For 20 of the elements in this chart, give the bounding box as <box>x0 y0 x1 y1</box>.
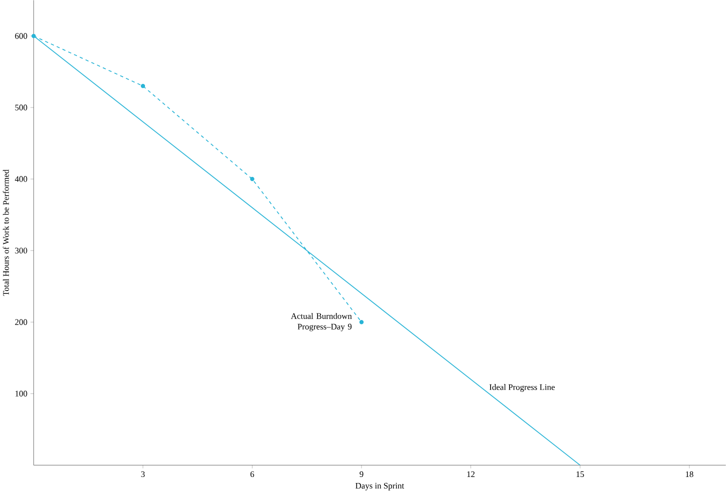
y-axis-title: Total Hours of Work to be Performed <box>2 169 9 296</box>
y-tick-label: 300 <box>15 248 28 254</box>
y-tick-label: 200 <box>15 319 28 325</box>
x-tick-label: 12 <box>467 471 475 477</box>
x-tick-label: 3 <box>141 471 145 477</box>
y-tick-label: 600 <box>15 33 28 39</box>
point <box>250 176 254 182</box>
series-label: Ideal Progress Line <box>489 384 555 392</box>
x-tick-label: 6 <box>250 471 254 477</box>
x-tick-label: 15 <box>576 471 584 477</box>
y-tick-label: 100 <box>16 390 28 396</box>
point <box>140 84 146 88</box>
point <box>32 34 36 38</box>
x-tick-label: 9 <box>360 471 364 477</box>
x-tick-label: 18 <box>686 471 694 477</box>
point <box>359 320 364 324</box>
series-label: Actual Burndown Progress–Day 9 <box>290 312 352 332</box>
x-axis-title: Days in Sprint <box>356 482 404 490</box>
y-tick-label: 500 <box>15 104 28 110</box>
y-tick-label: 400 <box>14 176 28 182</box>
